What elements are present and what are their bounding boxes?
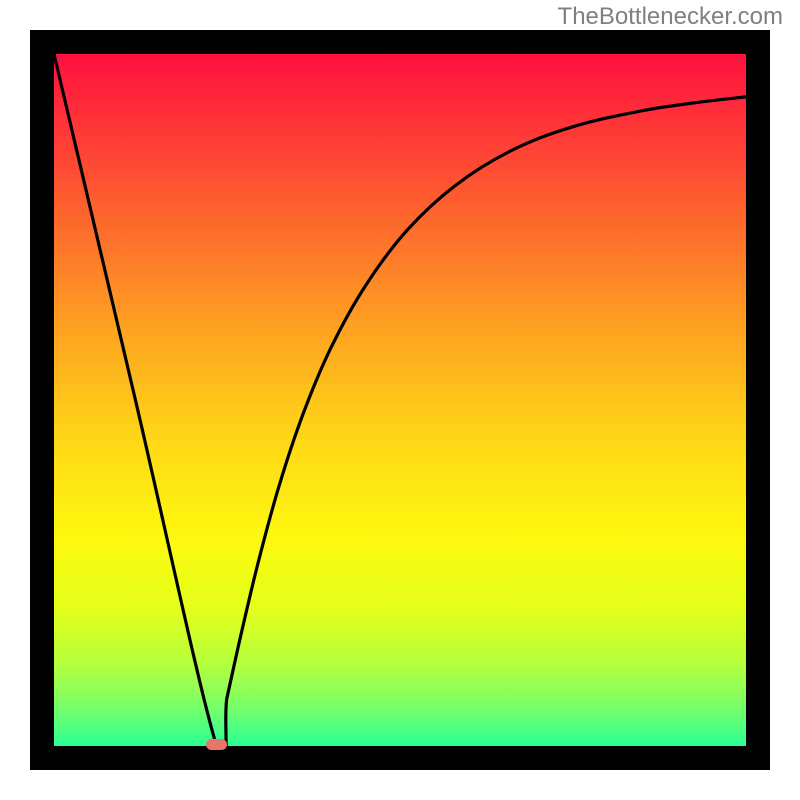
plot-frame [30,30,770,770]
bottleneck-curve [54,54,746,746]
optimum-marker [206,739,227,750]
chart-container: TheBottlenecker.com [0,0,800,800]
watermark-text: TheBottlenecker.com [558,3,783,31]
